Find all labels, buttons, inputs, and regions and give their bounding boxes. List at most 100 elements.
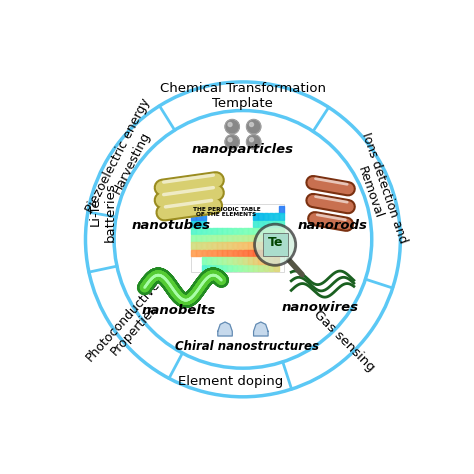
Bar bbox=[233, 257, 237, 264]
Bar bbox=[222, 250, 227, 256]
Bar bbox=[258, 235, 263, 242]
Bar bbox=[258, 220, 263, 227]
Bar bbox=[263, 233, 288, 256]
Circle shape bbox=[228, 138, 232, 142]
Bar bbox=[264, 242, 268, 249]
Circle shape bbox=[249, 138, 254, 142]
Bar bbox=[264, 220, 268, 227]
Bar bbox=[191, 206, 196, 212]
Bar bbox=[253, 242, 258, 249]
Bar bbox=[217, 250, 222, 256]
Bar bbox=[258, 213, 263, 220]
Bar bbox=[207, 257, 211, 264]
Bar bbox=[233, 242, 237, 249]
Bar bbox=[196, 250, 201, 256]
Circle shape bbox=[255, 224, 296, 265]
Bar bbox=[222, 264, 227, 271]
Bar bbox=[238, 228, 243, 235]
Text: nanorods: nanorods bbox=[298, 219, 367, 232]
Bar bbox=[212, 228, 217, 235]
Text: Te: Te bbox=[267, 237, 283, 249]
Circle shape bbox=[246, 119, 261, 134]
Bar bbox=[212, 250, 217, 256]
Text: Element doping: Element doping bbox=[178, 375, 283, 389]
Bar bbox=[274, 213, 279, 220]
Bar bbox=[201, 235, 206, 242]
Bar bbox=[269, 264, 273, 271]
Bar bbox=[217, 242, 222, 249]
Bar bbox=[201, 228, 206, 235]
Bar bbox=[207, 235, 211, 242]
Bar bbox=[258, 242, 263, 249]
Bar bbox=[253, 228, 258, 235]
Bar bbox=[228, 228, 232, 235]
Bar bbox=[233, 264, 237, 271]
Bar bbox=[258, 250, 263, 256]
Bar bbox=[243, 264, 247, 271]
Bar bbox=[217, 264, 222, 271]
Text: Li-Te
batteries: Li-Te batteries bbox=[89, 182, 117, 242]
Bar bbox=[196, 220, 201, 227]
Bar bbox=[264, 228, 268, 235]
Bar bbox=[228, 257, 232, 264]
Bar bbox=[269, 213, 273, 220]
Bar bbox=[253, 264, 258, 271]
Bar bbox=[279, 228, 284, 235]
Bar bbox=[191, 213, 196, 220]
Bar bbox=[196, 235, 201, 242]
Bar bbox=[248, 257, 253, 264]
Bar bbox=[212, 235, 217, 242]
Bar bbox=[222, 257, 227, 264]
Text: nanowires: nanowires bbox=[282, 301, 358, 314]
Bar bbox=[258, 257, 263, 264]
Bar bbox=[274, 220, 279, 227]
Circle shape bbox=[225, 119, 239, 134]
Bar bbox=[279, 242, 284, 249]
Bar bbox=[248, 235, 253, 242]
Bar bbox=[274, 242, 279, 249]
Circle shape bbox=[225, 135, 239, 149]
Bar bbox=[207, 228, 211, 235]
Bar bbox=[238, 264, 243, 271]
Bar bbox=[191, 204, 284, 272]
Bar bbox=[196, 228, 201, 235]
Bar bbox=[217, 228, 222, 235]
Bar bbox=[207, 264, 211, 271]
Bar bbox=[222, 235, 227, 242]
Text: Ions detection and
Removal: Ions detection and Removal bbox=[345, 131, 410, 250]
Bar bbox=[196, 213, 201, 220]
Bar bbox=[201, 257, 206, 264]
Bar bbox=[243, 242, 247, 249]
Bar bbox=[196, 206, 201, 212]
Bar bbox=[228, 242, 232, 249]
Circle shape bbox=[228, 122, 232, 127]
Bar bbox=[248, 250, 253, 256]
Bar bbox=[228, 250, 232, 256]
Bar bbox=[264, 235, 268, 242]
Bar bbox=[264, 257, 268, 264]
Bar bbox=[279, 206, 284, 212]
Bar bbox=[264, 264, 268, 271]
Bar bbox=[248, 264, 253, 271]
Polygon shape bbox=[218, 322, 232, 336]
Bar bbox=[238, 235, 243, 242]
Bar bbox=[243, 257, 247, 264]
Bar bbox=[274, 250, 279, 256]
Bar bbox=[191, 242, 196, 249]
Bar bbox=[248, 242, 253, 249]
Text: THE PERIODIC TABLE: THE PERIODIC TABLE bbox=[192, 207, 260, 211]
Bar bbox=[222, 228, 227, 235]
Bar bbox=[238, 257, 243, 264]
Bar bbox=[248, 228, 253, 235]
Bar bbox=[269, 228, 273, 235]
Bar bbox=[233, 228, 237, 235]
Text: Gas sensing: Gas sensing bbox=[311, 308, 377, 374]
Bar bbox=[274, 257, 279, 264]
Bar bbox=[274, 235, 279, 242]
Bar bbox=[269, 235, 273, 242]
Bar bbox=[191, 250, 196, 256]
Bar bbox=[279, 213, 284, 220]
Bar bbox=[243, 250, 247, 256]
Bar bbox=[201, 220, 206, 227]
Bar bbox=[207, 242, 211, 249]
